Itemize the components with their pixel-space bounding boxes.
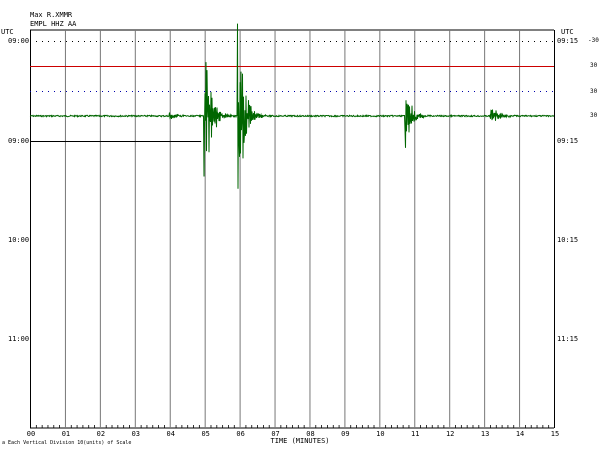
station-line-1: Max R.XMMR <box>30 11 73 19</box>
traces <box>29 23 555 189</box>
x-tick-label: 01 <box>61 430 71 438</box>
row-label-right: 09:15 <box>557 137 579 145</box>
row-label-left: 10:00 <box>8 236 30 244</box>
x-tick-label: 08 <box>306 430 315 438</box>
row-label-left: 09:00 <box>8 137 30 145</box>
row-label-left: 11:00 <box>8 335 30 343</box>
x-tick-label: 04 <box>166 430 175 438</box>
x-tick-label: 03 <box>131 430 141 438</box>
row-label-left: 09:00 <box>8 37 30 45</box>
edge-mark: 30 <box>590 112 598 119</box>
x-axis-title: TIME (MINUTES) <box>270 437 330 445</box>
x-ticks <box>35 425 550 428</box>
row-label-right: 11:15 <box>557 335 579 343</box>
grid-lines <box>30 29 555 429</box>
x-tick-label: 14 <box>515 430 525 438</box>
station-line-2: EMPL HHZ AA <box>30 20 77 28</box>
x-tick-label: 05 <box>201 430 210 438</box>
x-tick-label: 09 <box>341 430 350 438</box>
x-tick-label: 12 <box>445 430 455 438</box>
x-tick-label: 11 <box>411 430 420 438</box>
utc-label-right: UTC <box>561 28 574 36</box>
x-tick-label: 13 <box>480 430 490 438</box>
x-tick-label: 15 <box>550 430 560 438</box>
utc-label-left: UTC <box>1 28 14 36</box>
x-tick-label: 02 <box>96 430 106 438</box>
edge-mark: 30 <box>590 88 598 95</box>
x-tick-label: 10 <box>376 430 385 438</box>
row-label-right: 10:15 <box>557 236 579 244</box>
edge-mark: 30 <box>590 62 598 69</box>
x-tick-label: 06 <box>236 430 245 438</box>
footer-note: a Each Vertical Division 10(units) of Sc… <box>2 440 132 446</box>
x-tick-label: 00 <box>26 430 36 438</box>
edge-mark: -30 <box>588 37 599 44</box>
row-label-right: 09:15 <box>557 37 579 45</box>
seismic-trace <box>29 23 555 189</box>
x-tick-label: 07 <box>271 430 280 438</box>
